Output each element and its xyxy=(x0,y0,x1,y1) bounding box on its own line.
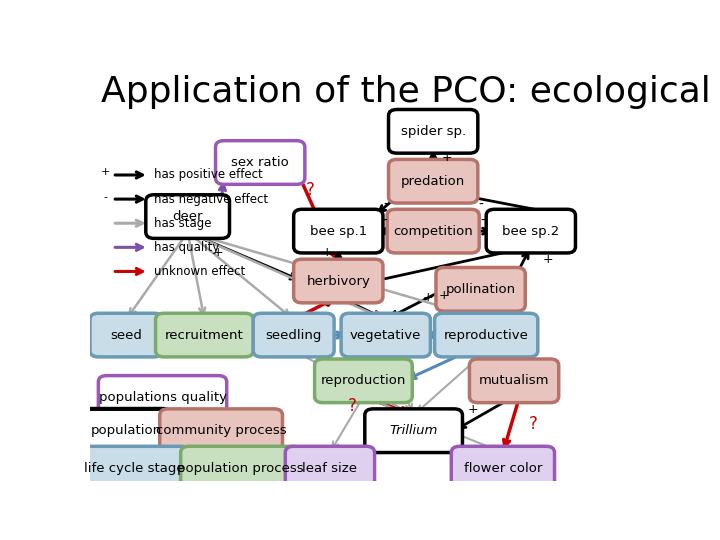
FancyBboxPatch shape xyxy=(435,313,538,357)
Text: +: + xyxy=(442,151,452,164)
Text: competition: competition xyxy=(393,225,473,238)
FancyBboxPatch shape xyxy=(365,409,462,453)
Text: recruitment: recruitment xyxy=(165,328,244,342)
Text: Application of the PCO: ecological modeling: Application of the PCO: ecological model… xyxy=(101,75,720,109)
Text: population: population xyxy=(91,424,162,437)
Text: has positive effect: has positive effect xyxy=(154,168,263,181)
Text: ?: ? xyxy=(529,415,538,434)
Text: -: - xyxy=(382,214,387,228)
Text: has stage: has stage xyxy=(154,217,212,230)
Text: +: + xyxy=(213,246,224,259)
Text: pollination: pollination xyxy=(446,283,516,296)
FancyBboxPatch shape xyxy=(90,313,163,357)
FancyBboxPatch shape xyxy=(145,195,230,238)
Text: vegetative: vegetative xyxy=(350,328,421,342)
Text: bee sp.1: bee sp.1 xyxy=(310,225,367,238)
Text: -: - xyxy=(325,300,330,314)
Text: -: - xyxy=(480,214,485,228)
FancyBboxPatch shape xyxy=(215,141,305,184)
Text: +: + xyxy=(542,253,553,266)
FancyBboxPatch shape xyxy=(156,313,253,357)
FancyBboxPatch shape xyxy=(99,376,227,419)
Text: -: - xyxy=(383,198,388,212)
Text: population process: population process xyxy=(177,462,304,475)
Text: +: + xyxy=(322,246,333,259)
FancyBboxPatch shape xyxy=(160,409,282,453)
Text: herbivory: herbivory xyxy=(307,274,370,287)
Text: -: - xyxy=(104,192,107,201)
Text: spider sp.: spider sp. xyxy=(400,125,466,138)
Text: has quality: has quality xyxy=(154,241,220,254)
FancyBboxPatch shape xyxy=(389,110,478,153)
FancyBboxPatch shape xyxy=(181,446,301,490)
Text: has negative effect: has negative effect xyxy=(154,193,269,206)
FancyBboxPatch shape xyxy=(80,446,189,490)
Text: mutualism: mutualism xyxy=(479,374,549,387)
Text: unknown effect: unknown effect xyxy=(154,265,246,278)
Text: populations quality: populations quality xyxy=(99,391,227,404)
FancyBboxPatch shape xyxy=(253,313,334,357)
FancyBboxPatch shape xyxy=(294,259,383,303)
Text: +: + xyxy=(467,403,478,416)
Text: seed: seed xyxy=(110,328,143,342)
FancyBboxPatch shape xyxy=(389,159,478,203)
Text: Trillium: Trillium xyxy=(390,424,438,437)
FancyBboxPatch shape xyxy=(341,313,431,357)
Text: ?: ? xyxy=(306,180,315,199)
FancyBboxPatch shape xyxy=(315,359,413,403)
Text: ?: ? xyxy=(348,397,356,415)
Text: leaf size: leaf size xyxy=(302,462,357,475)
FancyBboxPatch shape xyxy=(486,210,575,253)
FancyBboxPatch shape xyxy=(81,409,171,453)
Text: flower color: flower color xyxy=(464,462,542,475)
Text: +: + xyxy=(422,291,433,304)
Text: deer: deer xyxy=(172,210,203,223)
Text: life cycle stage: life cycle stage xyxy=(84,462,185,475)
Text: bee sp.2: bee sp.2 xyxy=(502,225,559,238)
Text: reproductive: reproductive xyxy=(444,328,528,342)
FancyBboxPatch shape xyxy=(469,359,559,403)
Text: sex ratio: sex ratio xyxy=(231,156,289,169)
Text: community process: community process xyxy=(156,424,287,437)
FancyBboxPatch shape xyxy=(294,210,383,253)
Text: +: + xyxy=(101,167,110,178)
FancyBboxPatch shape xyxy=(451,446,554,490)
Text: reproduction: reproduction xyxy=(320,374,406,387)
Text: +: + xyxy=(439,289,450,302)
Text: -: - xyxy=(478,198,483,212)
FancyBboxPatch shape xyxy=(387,210,480,253)
Text: seedling: seedling xyxy=(266,328,322,342)
FancyBboxPatch shape xyxy=(436,267,526,311)
Text: predation: predation xyxy=(401,175,465,188)
FancyBboxPatch shape xyxy=(285,446,374,490)
